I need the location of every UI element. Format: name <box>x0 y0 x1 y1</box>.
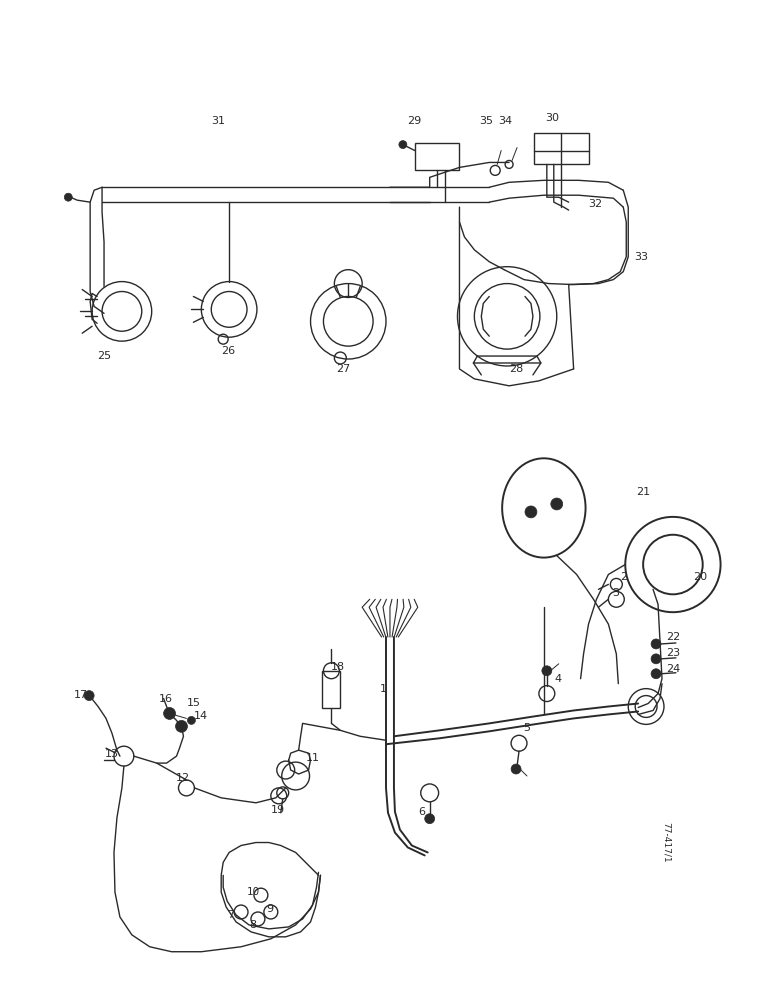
Text: 19: 19 <box>271 805 285 815</box>
Circle shape <box>64 193 73 201</box>
Text: 21: 21 <box>636 487 650 497</box>
Text: 24: 24 <box>666 664 680 674</box>
Bar <box>415 143 459 170</box>
Text: 34: 34 <box>498 116 513 126</box>
Text: 15: 15 <box>187 698 201 708</box>
Text: 14: 14 <box>194 711 208 721</box>
Text: 26: 26 <box>222 346 235 356</box>
Text: 1: 1 <box>380 684 387 694</box>
Circle shape <box>525 506 537 518</box>
Circle shape <box>175 720 188 732</box>
Circle shape <box>651 669 661 679</box>
Text: 12: 12 <box>175 773 190 783</box>
Text: 35: 35 <box>479 116 493 126</box>
Text: 17: 17 <box>74 690 88 700</box>
Text: 32: 32 <box>588 199 603 209</box>
Text: 6: 6 <box>418 807 425 817</box>
Text: 30: 30 <box>545 113 559 123</box>
Circle shape <box>399 141 407 149</box>
Text: 13: 13 <box>105 749 119 759</box>
Circle shape <box>511 764 521 774</box>
Circle shape <box>550 498 563 510</box>
Bar <box>534 133 588 164</box>
Text: 31: 31 <box>212 116 225 126</box>
Text: 11: 11 <box>306 753 320 763</box>
Text: 10: 10 <box>247 887 260 897</box>
Circle shape <box>188 716 195 724</box>
Circle shape <box>84 691 94 701</box>
Text: 77-417/1: 77-417/1 <box>662 822 670 863</box>
Text: 18: 18 <box>330 662 344 672</box>
Circle shape <box>542 666 552 676</box>
Text: 25: 25 <box>97 351 111 361</box>
Text: 16: 16 <box>159 694 173 704</box>
Text: 22: 22 <box>666 632 680 642</box>
Circle shape <box>651 654 661 664</box>
Text: 2: 2 <box>620 572 628 582</box>
Text: 4: 4 <box>555 674 562 684</box>
Bar <box>323 671 340 708</box>
Text: 33: 33 <box>635 252 648 262</box>
Text: 5: 5 <box>523 723 530 733</box>
Circle shape <box>425 814 435 824</box>
Circle shape <box>651 639 661 649</box>
Text: 23: 23 <box>666 648 680 658</box>
Text: 3: 3 <box>612 588 619 598</box>
Text: 27: 27 <box>337 364 350 374</box>
Text: 8: 8 <box>249 920 256 930</box>
Text: 20: 20 <box>692 572 707 582</box>
Text: 28: 28 <box>509 364 523 374</box>
Circle shape <box>164 707 175 719</box>
Text: 29: 29 <box>407 116 421 126</box>
Text: 9: 9 <box>266 904 273 914</box>
Text: 7: 7 <box>227 910 234 920</box>
